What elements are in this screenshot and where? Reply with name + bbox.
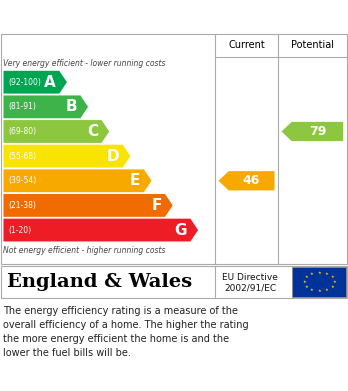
Polygon shape <box>282 122 343 141</box>
Text: ★: ★ <box>304 285 308 289</box>
Polygon shape <box>3 95 88 118</box>
Text: A: A <box>44 75 56 90</box>
Text: ★: ★ <box>310 288 314 292</box>
Text: Potential: Potential <box>292 41 334 50</box>
Text: ★: ★ <box>325 288 329 292</box>
Text: E: E <box>130 173 140 188</box>
Text: F: F <box>151 198 161 213</box>
Text: (39-54): (39-54) <box>9 176 37 185</box>
Text: Energy Efficiency Rating: Energy Efficiency Rating <box>7 9 217 25</box>
Text: G: G <box>174 222 187 238</box>
Text: (69-80): (69-80) <box>9 127 37 136</box>
Text: ★: ★ <box>331 276 334 280</box>
Polygon shape <box>3 145 130 167</box>
Text: ★: ★ <box>325 272 329 276</box>
Text: 2002/91/EC: 2002/91/EC <box>224 284 276 293</box>
Text: ★: ★ <box>331 285 334 289</box>
Polygon shape <box>219 171 275 190</box>
Text: The energy efficiency rating is a measure of the
overall efficiency of a home. T: The energy efficiency rating is a measur… <box>3 306 249 358</box>
Polygon shape <box>3 219 198 242</box>
Text: Very energy efficient - lower running costs: Very energy efficient - lower running co… <box>3 59 166 68</box>
Polygon shape <box>3 194 173 217</box>
Bar <box>292 267 346 297</box>
Polygon shape <box>3 71 67 93</box>
Text: England & Wales: England & Wales <box>7 273 192 291</box>
Text: Not energy efficient - higher running costs: Not energy efficient - higher running co… <box>3 246 166 255</box>
Text: EU Directive: EU Directive <box>222 273 278 282</box>
Text: ★: ★ <box>333 280 336 284</box>
Text: (55-68): (55-68) <box>9 152 37 161</box>
Text: (1-20): (1-20) <box>9 226 32 235</box>
Text: ★: ★ <box>304 276 308 280</box>
Text: ★: ★ <box>310 272 314 276</box>
Text: D: D <box>106 149 119 163</box>
Text: 46: 46 <box>243 174 260 187</box>
Text: (92-100): (92-100) <box>9 78 41 87</box>
Text: (81-91): (81-91) <box>9 102 37 111</box>
Text: (21-38): (21-38) <box>9 201 37 210</box>
Text: 79: 79 <box>309 125 326 138</box>
Text: ★: ★ <box>302 280 306 284</box>
Text: C: C <box>87 124 98 139</box>
Polygon shape <box>3 169 151 192</box>
Text: ★: ★ <box>317 289 321 293</box>
Text: Current: Current <box>228 41 265 50</box>
Polygon shape <box>3 120 109 143</box>
Text: B: B <box>65 99 77 114</box>
Text: ★: ★ <box>317 271 321 275</box>
